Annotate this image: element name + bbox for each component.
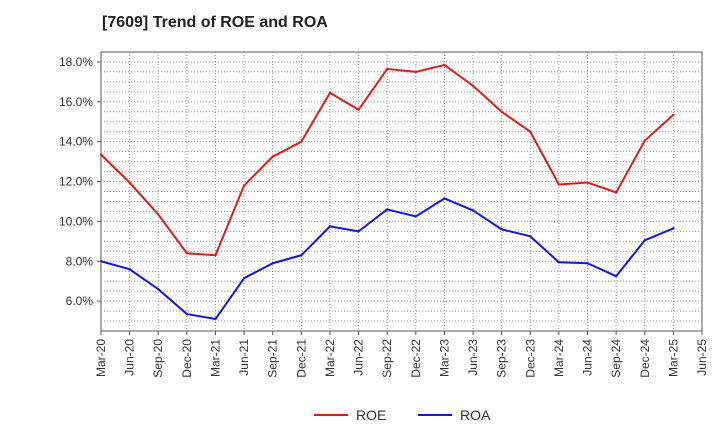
roe-point bbox=[672, 113, 675, 116]
x-tick-label: Sep-21 bbox=[266, 339, 280, 378]
roa-point bbox=[500, 228, 503, 231]
y-tick-label: 12.0% bbox=[59, 175, 93, 189]
y-tick-label: 8.0% bbox=[66, 254, 94, 268]
roa-point bbox=[328, 225, 332, 228]
roe-point bbox=[529, 130, 532, 133]
roe-point bbox=[271, 155, 274, 158]
x-tick-label: Mar-20 bbox=[94, 339, 108, 377]
roa-point bbox=[529, 235, 532, 238]
y-tick-label: 16.0% bbox=[59, 95, 93, 109]
roa-point bbox=[242, 276, 246, 280]
roe-point bbox=[443, 63, 446, 67]
roa-point bbox=[557, 261, 561, 264]
y-axis: 6.0% 8.0% 10.0% 12.0% 14.0% 16.0% 18.0% bbox=[59, 55, 101, 308]
x-tick-label: Mar-21 bbox=[208, 339, 222, 377]
y-tick-label: 6.0% bbox=[66, 294, 94, 308]
x-tick-label: Mar-25 bbox=[666, 339, 680, 377]
roa-point bbox=[185, 312, 189, 316]
legend-roe-label: ROE bbox=[356, 407, 386, 423]
roe-point bbox=[214, 254, 217, 257]
roa-point bbox=[672, 227, 675, 230]
roa-point bbox=[643, 239, 646, 242]
x-tick-label: Jun-21 bbox=[237, 339, 251, 376]
x-tick-label: Sep-20 bbox=[151, 339, 165, 378]
roa-point bbox=[471, 209, 475, 212]
x-tick-label: Jun-25 bbox=[695, 339, 709, 376]
roa-point bbox=[443, 197, 446, 200]
roa-point bbox=[357, 230, 360, 233]
x-tick-label: Sep-23 bbox=[495, 339, 509, 378]
x-tick-label: Jun-23 bbox=[466, 339, 480, 376]
x-tick-label: Mar-23 bbox=[437, 339, 451, 377]
legend: ROE ROA bbox=[314, 407, 491, 423]
roe-point bbox=[586, 181, 589, 184]
roa-point bbox=[414, 215, 418, 218]
roe-point bbox=[185, 252, 189, 255]
roa-point bbox=[300, 254, 303, 257]
roa-point bbox=[271, 262, 274, 265]
x-tick-label: Sep-24 bbox=[609, 339, 623, 378]
x-tick-label: Jun-20 bbox=[123, 339, 137, 376]
roa-point bbox=[214, 317, 217, 321]
x-tick-label: Mar-24 bbox=[552, 339, 566, 377]
y-tick-label: 14.0% bbox=[59, 135, 93, 149]
roe-point bbox=[414, 70, 418, 74]
x-tick-label: Dec-21 bbox=[294, 339, 308, 378]
roe-point bbox=[614, 191, 618, 194]
roa-point bbox=[157, 287, 160, 291]
x-tick-label: Jun-22 bbox=[352, 339, 366, 376]
legend-roa-label: ROA bbox=[460, 407, 491, 423]
grid-lines bbox=[101, 52, 702, 331]
roe-point bbox=[242, 184, 246, 187]
x-tick-label: Sep-22 bbox=[380, 339, 394, 378]
roe-point bbox=[128, 181, 131, 184]
roe-point bbox=[471, 84, 475, 88]
x-axis: Mar-20 Jun-20 Sep-20 Dec-20 Mar-21 Jun-21 Sep-… bbox=[94, 331, 709, 378]
roe-point bbox=[643, 139, 646, 142]
roe-point bbox=[385, 67, 389, 71]
roe-point bbox=[328, 91, 332, 95]
x-tick-label: Jun-24 bbox=[581, 339, 595, 376]
x-tick-label: Dec-20 bbox=[180, 339, 194, 378]
roe-point bbox=[357, 108, 360, 111]
roa-point bbox=[128, 268, 131, 271]
roe-point bbox=[557, 183, 561, 186]
roa-point bbox=[385, 208, 389, 211]
y-tick-label: 18.0% bbox=[59, 55, 93, 69]
chart-title: [7609] Trend of ROE and ROA bbox=[102, 14, 328, 31]
x-tick-label: Dec-23 bbox=[523, 339, 537, 378]
y-tick-label: 10.0% bbox=[59, 214, 93, 228]
roe-point bbox=[500, 110, 503, 113]
roe-point bbox=[157, 213, 160, 216]
roa-point bbox=[614, 274, 618, 278]
roe-point bbox=[300, 140, 303, 143]
x-tick-label: Dec-22 bbox=[409, 339, 423, 378]
x-tick-label: Mar-22 bbox=[323, 339, 337, 377]
roa-point bbox=[586, 262, 589, 265]
x-tick-label: Dec-24 bbox=[638, 339, 652, 378]
roe-point bbox=[99, 153, 103, 156]
series-lines bbox=[99, 63, 675, 321]
